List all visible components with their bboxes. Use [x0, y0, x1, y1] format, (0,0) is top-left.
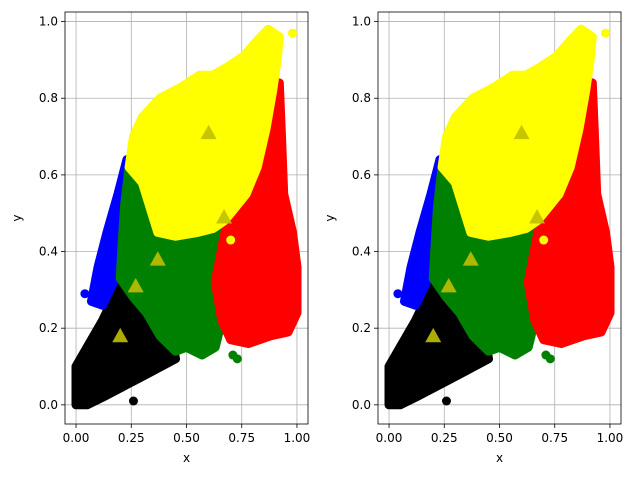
scatter-panel-2: 0.00 0.25 0.50 0.75 1.00 0.0 0.2 0.4 0.6 0.8 1.0 x y	[323, 11, 624, 465]
y-tick-label: 0.2	[352, 321, 371, 335]
x-tick-label: 0.75	[228, 431, 255, 445]
data-point	[226, 235, 236, 245]
y-tick-label: 0.4	[39, 245, 58, 259]
data-point	[393, 289, 403, 299]
x-axis-label: x	[496, 451, 503, 465]
centroid-marker	[200, 124, 217, 140]
x-tick-label: 0.00	[376, 431, 403, 445]
centroid-marker	[425, 327, 442, 343]
y-tick-label: 0.0	[352, 398, 371, 412]
y-tick-label: 0.0	[39, 398, 58, 412]
centroid-marker	[462, 251, 479, 266]
y-tick-label: 0.6	[39, 168, 58, 182]
y-tick-label: 0.4	[352, 245, 371, 259]
x-tick-label: 1.00	[284, 431, 311, 445]
centroid-marker	[127, 278, 144, 293]
data-layer	[384, 24, 615, 410]
centroid-marker	[513, 124, 530, 140]
y-tick-label: 0.8	[352, 91, 371, 105]
x-tick-label: 0.25	[118, 431, 145, 445]
y-tick-label: 0.6	[352, 168, 371, 182]
x-tick-label: 0.50	[486, 431, 513, 445]
y-tick-label: 1.0	[39, 15, 58, 29]
y-tick-label: 0.2	[39, 321, 58, 335]
scatter-panel-1: 0.00 0.25 0.50 0.75 1.00 0.0 0.2 0.4 0.6 0.8 1.0 x y	[10, 11, 311, 465]
y-axis-label: y	[323, 214, 337, 221]
data-point	[545, 354, 555, 364]
x-tick-label: 0.75	[541, 431, 568, 445]
axes-frame	[377, 11, 622, 425]
centroid-marker	[216, 209, 233, 224]
axes-frame	[64, 11, 309, 425]
centroid-marker	[112, 327, 129, 343]
data-point	[128, 396, 138, 406]
x-axis-label: x	[183, 451, 190, 465]
centroid-marker	[440, 278, 457, 293]
y-tick-label: 1.0	[352, 15, 371, 29]
y-tick-label: 0.8	[39, 91, 58, 105]
x-tick-label: 0.00	[63, 431, 90, 445]
x-tick-label: 0.25	[431, 431, 458, 445]
data-point	[80, 289, 90, 299]
data-point	[288, 28, 298, 38]
y-axis-label: y	[10, 214, 24, 221]
data-point	[232, 354, 242, 364]
centroid-marker	[149, 251, 166, 266]
data-point	[441, 396, 451, 406]
data-layer	[71, 24, 302, 410]
data-point	[539, 235, 549, 245]
x-tick-label: 1.00	[597, 431, 624, 445]
centroid-marker	[529, 209, 546, 224]
data-point	[601, 28, 611, 38]
x-tick-label: 0.50	[173, 431, 200, 445]
